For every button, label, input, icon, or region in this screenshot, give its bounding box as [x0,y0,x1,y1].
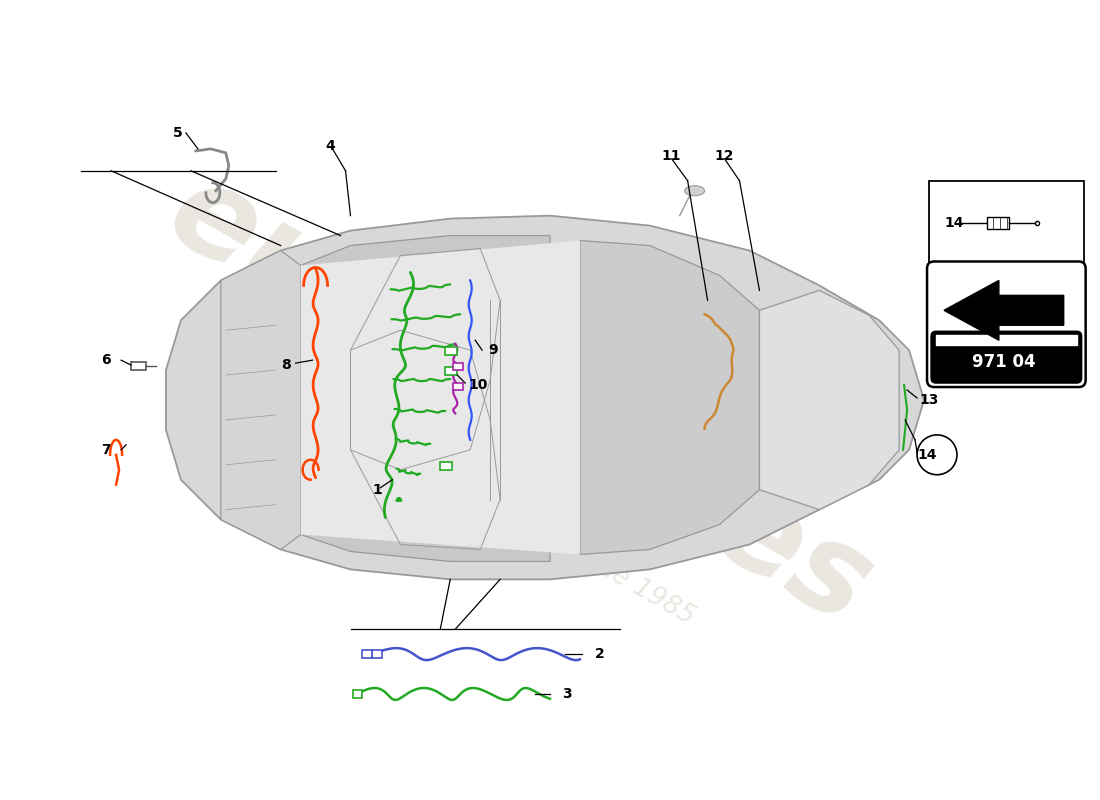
Text: 14: 14 [944,216,964,230]
Circle shape [917,435,957,474]
Text: 7: 7 [101,443,111,457]
FancyBboxPatch shape [927,262,1086,387]
Bar [453,363,463,370]
Text: 2: 2 [595,647,605,661]
Text: 5: 5 [173,126,183,140]
Ellipse shape [684,186,705,196]
Bar [373,650,383,658]
Bar [131,362,146,370]
FancyBboxPatch shape [931,331,1081,383]
Bar [363,650,373,658]
Text: 14: 14 [917,448,936,462]
Text: 8: 8 [280,358,290,372]
Polygon shape [944,281,1064,340]
Text: 10: 10 [469,378,487,392]
Bar [453,383,463,390]
Text: 971 04: 971 04 [972,353,1036,371]
Polygon shape [221,250,300,550]
Text: 1: 1 [373,482,382,497]
Bar [446,367,458,375]
Bar [352,690,363,698]
FancyBboxPatch shape [930,181,1084,266]
Polygon shape [166,216,924,579]
Text: eurospares: eurospares [147,150,892,650]
Text: 4: 4 [326,139,336,153]
Polygon shape [300,235,550,562]
Polygon shape [759,290,899,510]
Bar [440,462,452,470]
Text: 3: 3 [562,687,572,701]
Polygon shape [580,241,759,554]
Text: 12: 12 [715,149,734,163]
Polygon shape [300,266,859,525]
Text: 9: 9 [488,343,498,357]
Bar [987,217,1009,229]
Text: 6: 6 [101,353,111,367]
Text: 11: 11 [662,149,681,163]
Text: 13: 13 [920,393,938,407]
Text: a passion for parts since 1985: a passion for parts since 1985 [341,409,700,630]
Bar [446,347,458,355]
Polygon shape [300,241,580,554]
